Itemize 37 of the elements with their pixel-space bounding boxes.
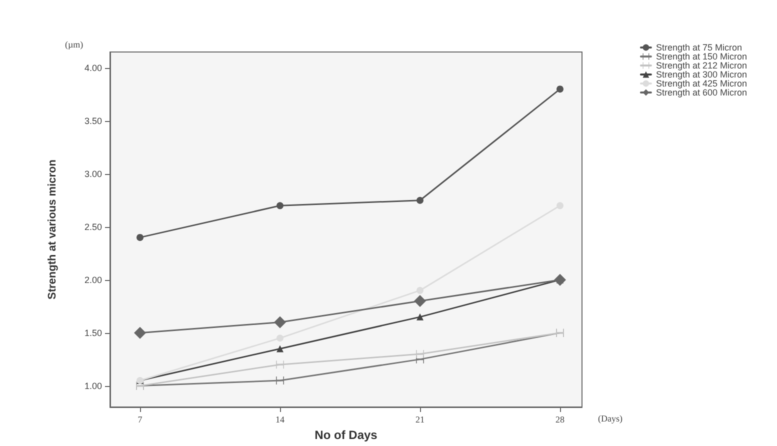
text: (Days) (598, 414, 622, 424)
y-tick-label: 3.00 (84, 168, 102, 179)
y-tick-label: 1.00 (84, 380, 102, 391)
y-tick-label: 3.50 (84, 116, 102, 126)
point (556, 202, 564, 210)
x-tick-label: 7 (138, 414, 143, 424)
text: (µm) (65, 40, 84, 50)
point (276, 345, 284, 352)
y-tick-label: 2.00 (84, 274, 102, 285)
y-tick-label: 4.00 (84, 62, 102, 73)
legend-label: Strength at 425 Micron (656, 78, 748, 88)
point (416, 196, 424, 204)
y-tick-label: 2.50 (84, 222, 102, 232)
point (416, 350, 424, 358)
x-axis-title: No of Days (314, 428, 378, 442)
x-tick-label: 21 (416, 414, 424, 424)
legend-label: Strength at 75 Micron (656, 42, 742, 52)
point (416, 313, 424, 320)
legend-label: Strength at 212 Micron (656, 60, 748, 70)
x-tick-label: 28 (556, 414, 565, 424)
point (276, 202, 284, 210)
point (276, 334, 284, 342)
point (276, 376, 284, 385)
point (274, 316, 286, 328)
y-axis-title: Strength at various micron (46, 159, 58, 300)
point (556, 86, 564, 93)
legend-label: Strength at 300 Micron (656, 70, 748, 80)
point (134, 326, 146, 339)
point (554, 274, 566, 286)
x-tick-label: 14 (276, 414, 285, 424)
y-tick-label: 1.50 (84, 328, 102, 338)
point (136, 234, 144, 241)
point (414, 295, 426, 308)
point (276, 360, 284, 369)
legend-label: Strength at 600 Micron (656, 88, 748, 98)
point (416, 286, 424, 294)
legend-label: Strength at 150 Micron (656, 52, 748, 62)
